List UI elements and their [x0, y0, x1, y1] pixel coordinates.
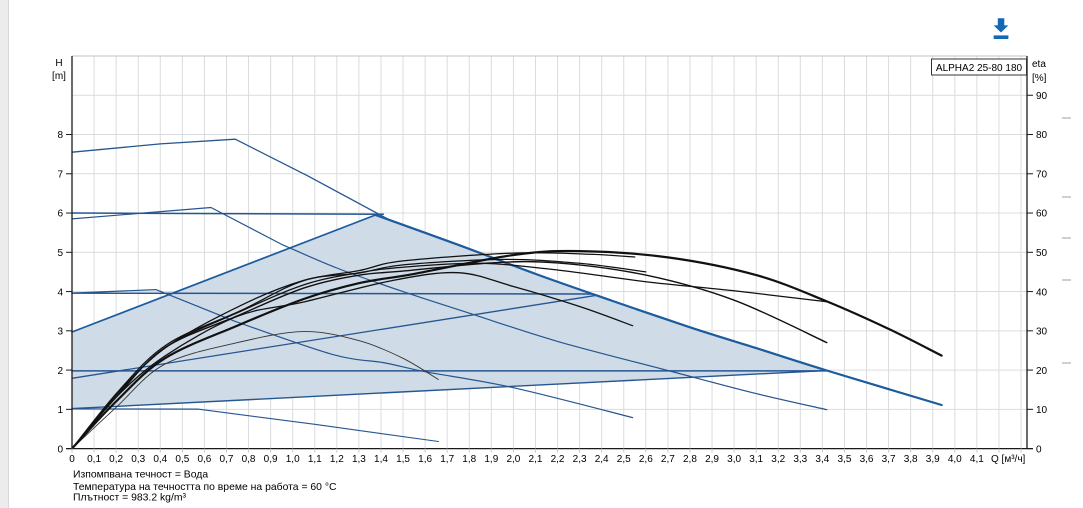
svg-text:1,4: 1,4	[374, 454, 388, 465]
svg-text:2,1: 2,1	[529, 454, 543, 465]
svg-text:3,6: 3,6	[860, 454, 874, 465]
svg-text:3,9: 3,9	[926, 454, 940, 465]
svg-text:2,3: 2,3	[573, 454, 587, 465]
svg-text:0: 0	[1036, 444, 1042, 455]
svg-text:50: 50	[1036, 248, 1048, 259]
svg-text:Q [м³/ч]: Q [м³/ч]	[991, 454, 1026, 465]
svg-text:Плътност = 983.2 kg/m³: Плътност = 983.2 kg/m³	[73, 493, 187, 504]
svg-text:1,9: 1,9	[484, 454, 498, 465]
svg-text:0,6: 0,6	[197, 454, 211, 465]
svg-text:7: 7	[57, 169, 63, 180]
svg-text:60: 60	[1036, 209, 1048, 220]
svg-text:3,2: 3,2	[771, 454, 785, 465]
svg-text:1,1: 1,1	[308, 454, 322, 465]
svg-text:10: 10	[1036, 405, 1048, 416]
svg-text:1,5: 1,5	[396, 454, 410, 465]
svg-text:2,7: 2,7	[661, 454, 675, 465]
svg-text:2,8: 2,8	[683, 454, 697, 465]
svg-text:2,0: 2,0	[506, 454, 520, 465]
svg-text:0,3: 0,3	[131, 454, 145, 465]
svg-text:3,1: 3,1	[749, 454, 763, 465]
svg-text:0,4: 0,4	[153, 454, 167, 465]
svg-text:1,2: 1,2	[330, 454, 344, 465]
svg-text:3,8: 3,8	[904, 454, 918, 465]
svg-text:0,9: 0,9	[264, 454, 278, 465]
svg-text:8: 8	[57, 130, 63, 141]
svg-text:0,2: 0,2	[109, 454, 123, 465]
svg-text:5: 5	[57, 248, 63, 259]
svg-text:30: 30	[1036, 327, 1048, 338]
svg-text:3,0: 3,0	[727, 454, 741, 465]
svg-text:Изпомпвана течност = Вода: Изпомпвана течност = Вода	[73, 470, 208, 481]
svg-text:2,6: 2,6	[639, 454, 653, 465]
svg-text:1,0: 1,0	[286, 454, 300, 465]
svg-text:1,3: 1,3	[352, 454, 366, 465]
svg-text:3,5: 3,5	[837, 454, 851, 465]
svg-text:2,5: 2,5	[617, 454, 631, 465]
svg-text:4,1: 4,1	[970, 454, 984, 465]
svg-text:1,6: 1,6	[418, 454, 432, 465]
svg-text:40: 40	[1036, 287, 1048, 298]
svg-text:4: 4	[57, 287, 63, 298]
svg-text:2,9: 2,9	[705, 454, 719, 465]
svg-text:3,4: 3,4	[815, 454, 829, 465]
svg-text:[%]: [%]	[1032, 73, 1047, 84]
svg-text:20: 20	[1036, 366, 1048, 377]
svg-text:0: 0	[57, 444, 63, 455]
svg-text:70: 70	[1036, 169, 1048, 180]
svg-text:0,8: 0,8	[242, 454, 256, 465]
svg-text:0,7: 0,7	[220, 454, 234, 465]
svg-text:0,1: 0,1	[87, 454, 101, 465]
svg-text:eta: eta	[1032, 59, 1046, 70]
svg-text:0: 0	[69, 454, 75, 465]
svg-text:Температура на течността по вр: Температура на течността по време на раб…	[73, 481, 337, 493]
svg-text:1,8: 1,8	[462, 454, 476, 465]
svg-text:90: 90	[1036, 91, 1048, 102]
svg-text:3: 3	[57, 327, 63, 338]
svg-text:2,4: 2,4	[595, 454, 609, 465]
svg-text:ALPHA2 25-80 180: ALPHA2 25-80 180	[936, 63, 1023, 74]
svg-text:1,7: 1,7	[440, 454, 454, 465]
svg-text:2,2: 2,2	[551, 454, 565, 465]
svg-text:3,7: 3,7	[882, 454, 896, 465]
svg-text:2: 2	[57, 366, 63, 377]
svg-text:6: 6	[57, 209, 63, 220]
svg-text:[m]: [m]	[52, 71, 66, 82]
svg-text:80: 80	[1036, 130, 1048, 141]
svg-text:1: 1	[57, 405, 63, 416]
svg-text:0,5: 0,5	[175, 454, 189, 465]
svg-text:3,3: 3,3	[793, 454, 807, 465]
svg-text:4,0: 4,0	[948, 454, 962, 465]
svg-text:H: H	[55, 58, 62, 69]
